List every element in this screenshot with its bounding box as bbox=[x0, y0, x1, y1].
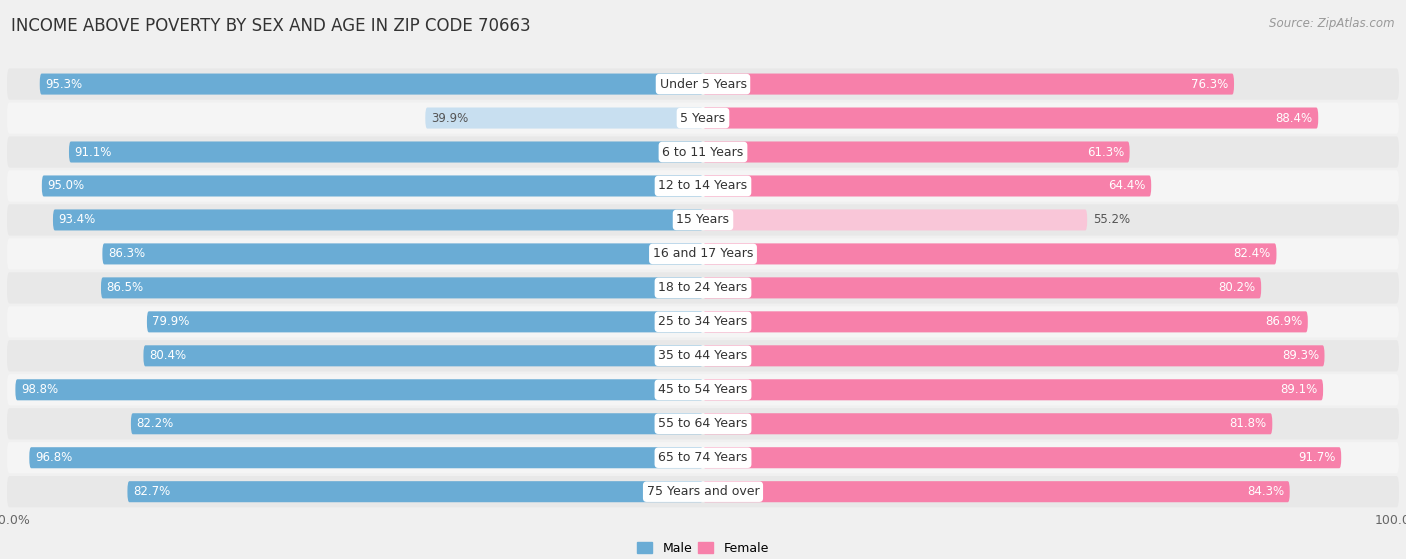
Text: 25 to 34 Years: 25 to 34 Years bbox=[658, 315, 748, 328]
Text: 64.4%: 64.4% bbox=[1108, 179, 1146, 192]
Text: 80.2%: 80.2% bbox=[1219, 281, 1256, 295]
FancyBboxPatch shape bbox=[703, 107, 1319, 129]
FancyBboxPatch shape bbox=[7, 374, 1399, 405]
FancyBboxPatch shape bbox=[7, 205, 1399, 235]
Text: Under 5 Years: Under 5 Years bbox=[659, 78, 747, 91]
FancyBboxPatch shape bbox=[69, 141, 703, 163]
Text: 82.7%: 82.7% bbox=[134, 485, 170, 498]
FancyBboxPatch shape bbox=[703, 141, 1129, 163]
FancyBboxPatch shape bbox=[703, 277, 1261, 299]
Text: 15 Years: 15 Years bbox=[676, 214, 730, 226]
FancyBboxPatch shape bbox=[7, 340, 1399, 371]
Text: 81.8%: 81.8% bbox=[1230, 417, 1267, 430]
Text: 89.1%: 89.1% bbox=[1281, 383, 1317, 396]
Text: 82.2%: 82.2% bbox=[136, 417, 174, 430]
Text: 12 to 14 Years: 12 to 14 Years bbox=[658, 179, 748, 192]
FancyBboxPatch shape bbox=[703, 311, 1308, 333]
FancyBboxPatch shape bbox=[425, 107, 703, 129]
FancyBboxPatch shape bbox=[703, 413, 1272, 434]
Legend: Male, Female: Male, Female bbox=[633, 537, 773, 559]
Text: 82.4%: 82.4% bbox=[1233, 248, 1271, 260]
Text: 91.7%: 91.7% bbox=[1298, 451, 1336, 464]
FancyBboxPatch shape bbox=[7, 136, 1399, 168]
FancyBboxPatch shape bbox=[703, 447, 1341, 468]
Text: 96.8%: 96.8% bbox=[35, 451, 72, 464]
Text: 76.3%: 76.3% bbox=[1191, 78, 1229, 91]
FancyBboxPatch shape bbox=[7, 102, 1399, 134]
Text: 35 to 44 Years: 35 to 44 Years bbox=[658, 349, 748, 362]
Text: INCOME ABOVE POVERTY BY SEX AND AGE IN ZIP CODE 70663: INCOME ABOVE POVERTY BY SEX AND AGE IN Z… bbox=[11, 17, 531, 35]
Text: 95.0%: 95.0% bbox=[48, 179, 84, 192]
FancyBboxPatch shape bbox=[131, 413, 703, 434]
FancyBboxPatch shape bbox=[703, 481, 1289, 502]
Text: 16 and 17 Years: 16 and 17 Years bbox=[652, 248, 754, 260]
Text: 61.3%: 61.3% bbox=[1087, 145, 1123, 159]
FancyBboxPatch shape bbox=[143, 345, 703, 366]
FancyBboxPatch shape bbox=[7, 170, 1399, 202]
Text: 65 to 74 Years: 65 to 74 Years bbox=[658, 451, 748, 464]
Text: 45 to 54 Years: 45 to 54 Years bbox=[658, 383, 748, 396]
FancyBboxPatch shape bbox=[42, 176, 703, 197]
FancyBboxPatch shape bbox=[7, 408, 1399, 439]
FancyBboxPatch shape bbox=[7, 238, 1399, 269]
Text: 55.2%: 55.2% bbox=[1092, 214, 1130, 226]
Text: 75 Years and over: 75 Years and over bbox=[647, 485, 759, 498]
FancyBboxPatch shape bbox=[7, 68, 1399, 100]
FancyBboxPatch shape bbox=[703, 379, 1323, 400]
FancyBboxPatch shape bbox=[703, 243, 1277, 264]
Text: 95.3%: 95.3% bbox=[45, 78, 83, 91]
Text: 98.8%: 98.8% bbox=[21, 383, 58, 396]
Text: 89.3%: 89.3% bbox=[1282, 349, 1319, 362]
FancyBboxPatch shape bbox=[101, 277, 703, 299]
FancyBboxPatch shape bbox=[30, 447, 703, 468]
Text: 86.5%: 86.5% bbox=[107, 281, 143, 295]
FancyBboxPatch shape bbox=[703, 176, 1152, 197]
FancyBboxPatch shape bbox=[703, 210, 1087, 230]
FancyBboxPatch shape bbox=[146, 311, 703, 333]
Text: 93.4%: 93.4% bbox=[59, 214, 96, 226]
FancyBboxPatch shape bbox=[7, 272, 1399, 304]
FancyBboxPatch shape bbox=[15, 379, 703, 400]
Text: 88.4%: 88.4% bbox=[1275, 112, 1313, 125]
Text: 86.3%: 86.3% bbox=[108, 248, 145, 260]
Text: 39.9%: 39.9% bbox=[430, 112, 468, 125]
FancyBboxPatch shape bbox=[7, 442, 1399, 473]
Text: 86.9%: 86.9% bbox=[1265, 315, 1302, 328]
Text: 80.4%: 80.4% bbox=[149, 349, 186, 362]
FancyBboxPatch shape bbox=[53, 210, 703, 230]
Text: 79.9%: 79.9% bbox=[152, 315, 190, 328]
Text: 18 to 24 Years: 18 to 24 Years bbox=[658, 281, 748, 295]
FancyBboxPatch shape bbox=[7, 306, 1399, 338]
FancyBboxPatch shape bbox=[128, 481, 703, 502]
Text: 55 to 64 Years: 55 to 64 Years bbox=[658, 417, 748, 430]
FancyBboxPatch shape bbox=[703, 345, 1324, 366]
Text: 6 to 11 Years: 6 to 11 Years bbox=[662, 145, 744, 159]
Text: 84.3%: 84.3% bbox=[1247, 485, 1284, 498]
Text: 5 Years: 5 Years bbox=[681, 112, 725, 125]
FancyBboxPatch shape bbox=[703, 74, 1234, 94]
Text: Source: ZipAtlas.com: Source: ZipAtlas.com bbox=[1270, 17, 1395, 30]
FancyBboxPatch shape bbox=[39, 74, 703, 94]
Text: 91.1%: 91.1% bbox=[75, 145, 112, 159]
FancyBboxPatch shape bbox=[103, 243, 703, 264]
FancyBboxPatch shape bbox=[7, 476, 1399, 508]
